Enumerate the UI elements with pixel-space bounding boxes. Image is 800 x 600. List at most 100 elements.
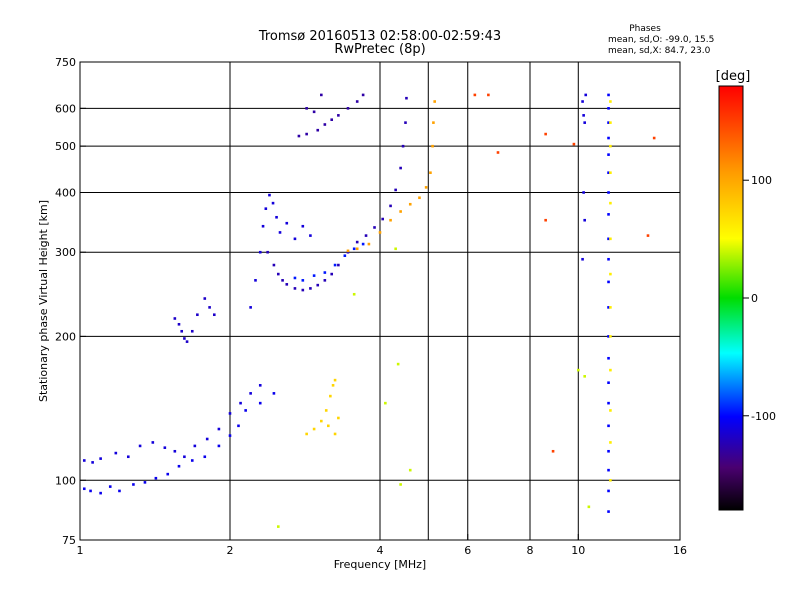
- echo-point: [389, 218, 392, 222]
- echo-point: [285, 221, 289, 225]
- echo-point: [355, 100, 359, 103]
- echo-point: [228, 412, 232, 415]
- echo-point: [258, 250, 262, 254]
- echo-point: [173, 449, 177, 453]
- echo-point: [607, 280, 610, 284]
- colorbar: [deg] 100 0 -100: [716, 69, 776, 511]
- echo-point: [190, 329, 194, 333]
- echo-point: [583, 218, 586, 222]
- echo-point: [205, 437, 209, 441]
- echo-point: [217, 444, 221, 448]
- echo-point: [582, 114, 585, 117]
- echo-point: [609, 144, 612, 148]
- echo-point: [361, 93, 365, 97]
- echo-point: [320, 419, 323, 423]
- echo-point: [305, 432, 308, 436]
- colorbar-tick-label: -100: [751, 410, 776, 423]
- echo-point: [309, 234, 312, 237]
- echo-point: [293, 276, 297, 280]
- echo-point: [607, 335, 610, 338]
- echo-point: [89, 489, 92, 493]
- echo-point: [609, 368, 612, 372]
- echo-point: [418, 196, 421, 200]
- echo-point: [301, 279, 305, 282]
- grid-lines: [80, 62, 680, 540]
- echo-point: [114, 451, 118, 455]
- echo-point: [581, 100, 584, 103]
- echo-point: [99, 457, 102, 460]
- echo-point: [203, 297, 207, 300]
- colorbar-ticks: 100 0 -100: [743, 174, 776, 423]
- x-tick-label: 16: [673, 544, 687, 557]
- echo-point: [389, 204, 392, 208]
- echo-point: [254, 279, 257, 282]
- phases-box-title: Phases: [629, 24, 661, 34]
- x-tick-label: 8: [527, 544, 534, 557]
- echo-point: [607, 356, 610, 360]
- colorbar-tick-label: 0: [751, 292, 758, 305]
- echo-point: [208, 306, 211, 309]
- chart-title: Tromsø 20160513 02:58:00-02:59:43: [258, 29, 501, 44]
- echo-point: [384, 401, 387, 405]
- echo-point: [609, 237, 612, 241]
- echo-point: [652, 136, 656, 140]
- echo-point: [607, 107, 610, 110]
- echo-point: [582, 191, 585, 194]
- y-tick-label: 500: [55, 140, 76, 153]
- echo-point: [99, 491, 102, 495]
- echo-point: [487, 93, 490, 97]
- echo-point: [268, 193, 271, 197]
- chart-subtitle: RwPretec (8p): [334, 42, 425, 57]
- echo-point: [143, 481, 147, 484]
- echo-point: [281, 279, 284, 282]
- echo-point: [138, 444, 142, 448]
- echo-point: [609, 335, 612, 338]
- echo-point: [193, 444, 197, 448]
- echo-point: [333, 263, 337, 267]
- echo-point: [316, 128, 320, 132]
- echo-point: [399, 166, 402, 170]
- y-tick-label: 750: [55, 56, 76, 69]
- echo-point: [212, 313, 216, 317]
- echo-point: [264, 207, 268, 210]
- echo-point: [228, 434, 232, 437]
- echo-point: [609, 306, 612, 309]
- echo-point: [607, 401, 610, 405]
- echo-point: [327, 424, 330, 428]
- echo-point: [607, 93, 610, 97]
- echo-point: [607, 237, 610, 241]
- echo-point: [275, 215, 278, 219]
- echo-point: [301, 224, 305, 228]
- echo-point: [607, 424, 610, 428]
- echo-point: [496, 151, 500, 154]
- echo-point: [276, 272, 280, 276]
- echo-point: [607, 257, 610, 261]
- echo-point: [249, 306, 252, 309]
- colorbar-tick-label: 100: [751, 174, 772, 187]
- echo-point: [276, 525, 280, 528]
- echo-point: [320, 93, 323, 97]
- echo-point: [587, 505, 591, 509]
- echo-point: [609, 100, 612, 103]
- echo-point: [333, 378, 337, 382]
- echo-point: [404, 121, 407, 124]
- x-tick-label: 1: [77, 544, 84, 557]
- echo-point: [396, 362, 400, 366]
- echo-point: [166, 472, 170, 476]
- echo-point: [607, 153, 610, 156]
- echo-point: [305, 107, 308, 110]
- x-axis-label: Frequency [MHz]: [334, 558, 426, 571]
- echo-point: [408, 468, 412, 472]
- echo-point: [301, 288, 305, 292]
- echo-point: [607, 136, 610, 140]
- y-tick-label: 75: [62, 534, 76, 547]
- echo-point: [132, 483, 135, 486]
- echo-point: [278, 231, 282, 234]
- x-tick-label: 2: [227, 544, 234, 557]
- echo-point: [609, 409, 612, 412]
- echo-point: [91, 461, 94, 464]
- y-axis-label: Stationary phase Virtual Height [km]: [37, 200, 50, 402]
- echo-point: [364, 234, 368, 237]
- echo-points: [82, 93, 656, 528]
- echo-point: [312, 110, 316, 114]
